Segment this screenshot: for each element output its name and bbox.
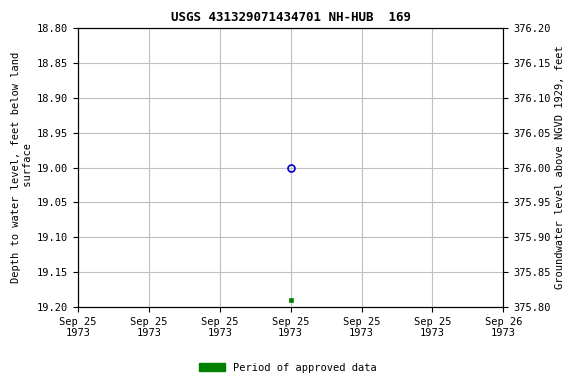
Title: USGS 431329071434701 NH-HUB  169: USGS 431329071434701 NH-HUB 169	[170, 11, 411, 24]
Legend: Period of approved data: Period of approved data	[195, 359, 381, 377]
Y-axis label: Depth to water level, feet below land
 surface: Depth to water level, feet below land su…	[12, 52, 33, 283]
Y-axis label: Groundwater level above NGVD 1929, feet: Groundwater level above NGVD 1929, feet	[555, 46, 564, 290]
